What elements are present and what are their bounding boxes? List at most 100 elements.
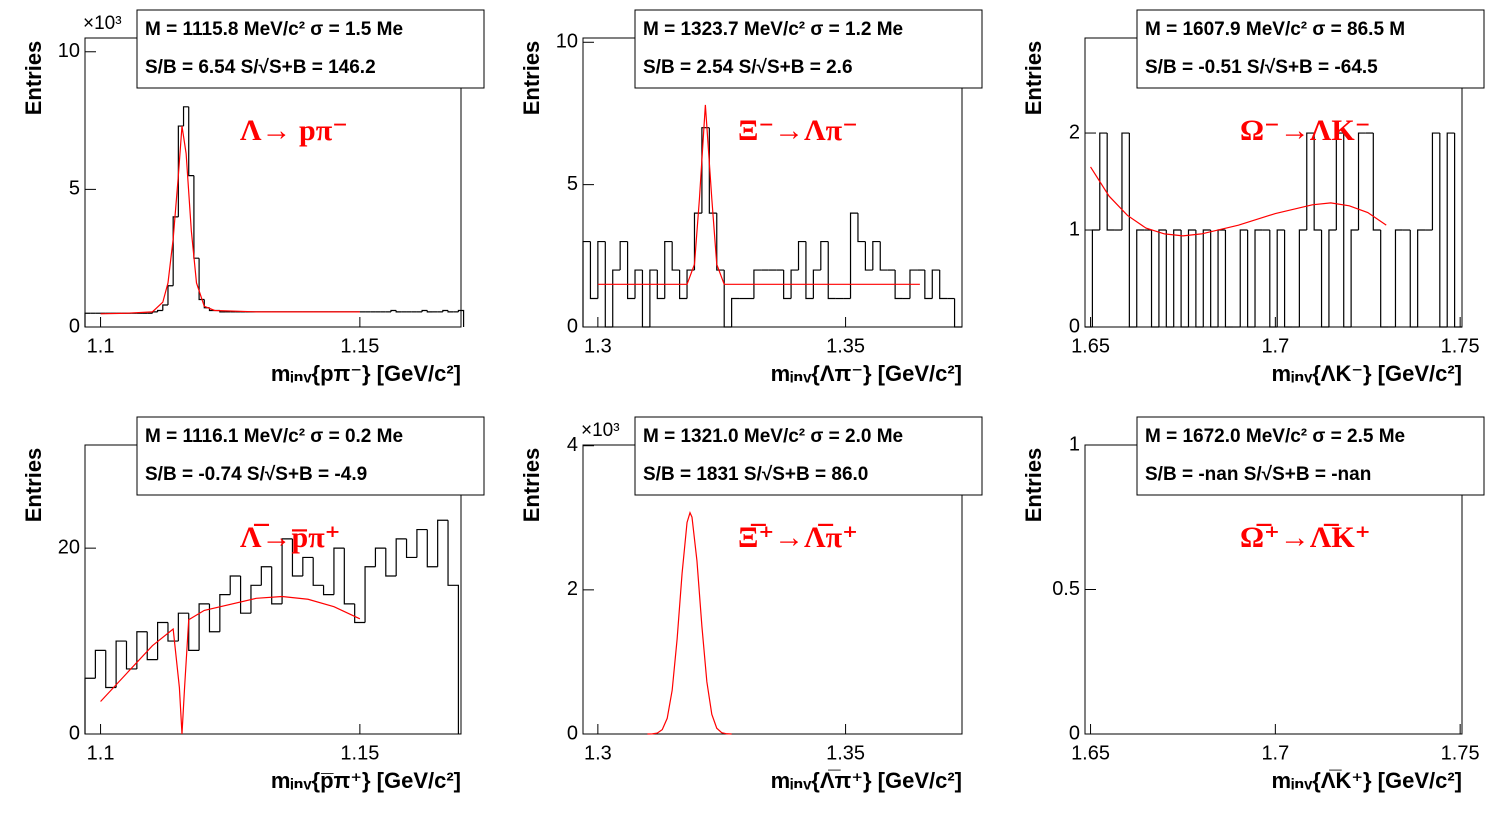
- histogram-bin: [302, 556, 314, 577]
- stats-clip: M = 1607.9 MeV/c² σ = 86.5 M S/B = -0.51 …: [1145, 19, 1405, 78]
- stats-line: M = 1115.8 MeV/c² σ = 1.5 Me: [145, 19, 403, 40]
- panel: 1.65 1.7 1.75 0 1 2 Entries mᵢₙᵥ{ΛK⁻} [GeV/c²] Ω…: [1021, 9, 1485, 386]
- histogram-bin: [656, 270, 665, 300]
- histogram-bin: [1158, 229, 1167, 327]
- stats-line: S/B = 2.54 S/√S+B = 2.6: [643, 57, 853, 78]
- histogram-bin: [442, 309, 449, 312]
- histogram-bin: [872, 240, 881, 271]
- histogram-bin: [182, 106, 189, 127]
- histogram-bin: [333, 547, 345, 595]
- histogram-bin: [1313, 133, 1322, 231]
- histogram-bin: [239, 576, 251, 614]
- histogram-bin: [1195, 230, 1204, 328]
- histogram-bin: [849, 212, 858, 299]
- histogram-bin: [364, 566, 376, 623]
- histogram-bin: [604, 241, 613, 328]
- histogram-bin: [931, 269, 940, 299]
- histogram-bin: [589, 241, 598, 300]
- decay-label: Ω⁻→ΛK⁻: [1240, 114, 1371, 147]
- histogram-bin: [426, 310, 433, 313]
- histogram-bin: [597, 240, 606, 299]
- histogram-bin: [437, 519, 449, 567]
- histogram-bin: [250, 584, 262, 614]
- histogram-bin: [612, 269, 621, 327]
- stats-line: M = 1116.1 MeV/c² σ = 0.2 Me: [145, 426, 403, 447]
- stats-line: S/B = -nan S/√S+B = -nan: [1145, 464, 1371, 485]
- histogram-bin: [641, 270, 650, 328]
- histogram-bin: [1446, 132, 1455, 327]
- stats-box: [634, 9, 983, 89]
- x-tick-label: 1.35: [826, 335, 865, 357]
- histogram-bin: [271, 566, 283, 605]
- histogram-bin: [619, 240, 628, 271]
- histogram-bin: [1409, 230, 1418, 328]
- fit-curve: [597, 104, 920, 285]
- stats-line: M = 1323.7 MeV/c² σ = 1.2 Me: [643, 19, 903, 40]
- histogram-bin: [208, 603, 220, 633]
- histogram-bin: [84, 312, 91, 327]
- histogram-bin: [177, 612, 189, 642]
- y-axis-label: Entries: [1021, 41, 1046, 116]
- x-axis-label: mᵢₙᵥ{ΛK⁻} [GeV/c²]: [1272, 361, 1462, 386]
- histogram-bin: [457, 309, 465, 327]
- histogram-bin: [405, 538, 417, 559]
- histogram-bin: [1202, 229, 1211, 327]
- histogram-bin: [582, 240, 591, 327]
- histogram-bin: [1269, 230, 1278, 328]
- histogram-bin: [1136, 229, 1145, 327]
- y-tick-label: 2: [567, 578, 578, 600]
- histogram-bin: [1298, 229, 1307, 327]
- histogram-bin: [1091, 229, 1100, 327]
- histogram-bin: [626, 241, 636, 300]
- fit-curve: [100, 125, 360, 315]
- fit-curve: [1090, 166, 1387, 237]
- histogram-bin: [354, 603, 366, 624]
- histogram-bin: [447, 520, 460, 734]
- y-tick-label: 5: [567, 173, 578, 195]
- histogram-bin: [1350, 229, 1359, 327]
- x-axis-label: mᵢₙᵥ{Λ̅K⁺} [GeV/c²]: [1272, 768, 1462, 793]
- x-axis-label: mᵢₙᵥ{p̅π⁺} [GeV/c²]: [271, 768, 461, 793]
- stats-clip: M = 1115.8 MeV/c² σ = 1.5 Me S/B = 6.54 S…: [145, 19, 403, 78]
- stats-line: M = 1321.0 MeV/c² σ = 2.0 Me: [643, 426, 903, 447]
- y-tick-label: 0: [69, 315, 80, 337]
- x-tick-label: 1.3: [584, 335, 612, 357]
- stats-line: S/B = 6.54 S/√S+B = 146.2: [145, 57, 376, 78]
- histogram-bin: [105, 650, 117, 689]
- y-axis-label: Entries: [1021, 448, 1046, 523]
- decay-label: Ξ̅⁺→Λ̅π⁺: [738, 521, 858, 554]
- histogram-bin: [84, 677, 96, 734]
- histogram-bin: [812, 269, 821, 299]
- histogram-bin: [157, 309, 163, 312]
- panel: 1.3 1.35 0 5 10 Entries mᵢₙᵥ{Λπ⁻} [GeV/c²] Ξ⁻→Λ…: [519, 9, 983, 386]
- histogram-bin: [939, 270, 948, 300]
- histogram-bin: [447, 310, 454, 313]
- histogram-bin: [1224, 230, 1233, 328]
- histogram-bin: [421, 309, 428, 312]
- y-tick-label: 1: [1069, 218, 1080, 240]
- histogram-bin: [805, 241, 814, 300]
- panel: 1.3 1.35 0 2 4×10³ Entries mᵢₙᵥ{Λ̅π⁺} [GeV/c²]…: [519, 416, 983, 793]
- histogram-bin: [827, 241, 836, 300]
- histogram-bin: [731, 297, 740, 327]
- x-tick-label: 1.65: [1071, 742, 1110, 764]
- x-axis-label: mᵢₙᵥ{Λ̅π⁺} [GeV/c²]: [771, 768, 962, 793]
- histogram-bin: [322, 585, 334, 596]
- stats-clip: M = 1116.1 MeV/c² σ = 0.2 Me S/B = -0.74 …: [145, 426, 403, 485]
- histogram-bin: [1343, 133, 1352, 328]
- x-tick-label: 1.15: [340, 335, 379, 357]
- histogram-bin: [1335, 132, 1344, 231]
- stats-line: S/B = -0.74 S/√S+B = -4.9: [145, 464, 367, 485]
- histogram-bin: [229, 575, 241, 595]
- histogram-bin: [151, 311, 158, 314]
- histogram-bin: [1439, 133, 1448, 328]
- histogram-bin: [634, 269, 643, 299]
- histogram-bin: [894, 270, 903, 300]
- histogram-bin: [1187, 229, 1196, 327]
- y-axis-label: Entries: [519, 41, 544, 116]
- histogram-bin: [1454, 133, 1462, 328]
- y-tick-label: 0: [69, 722, 80, 744]
- histogram-bin: [260, 566, 272, 586]
- histogram-bin: [1239, 229, 1248, 327]
